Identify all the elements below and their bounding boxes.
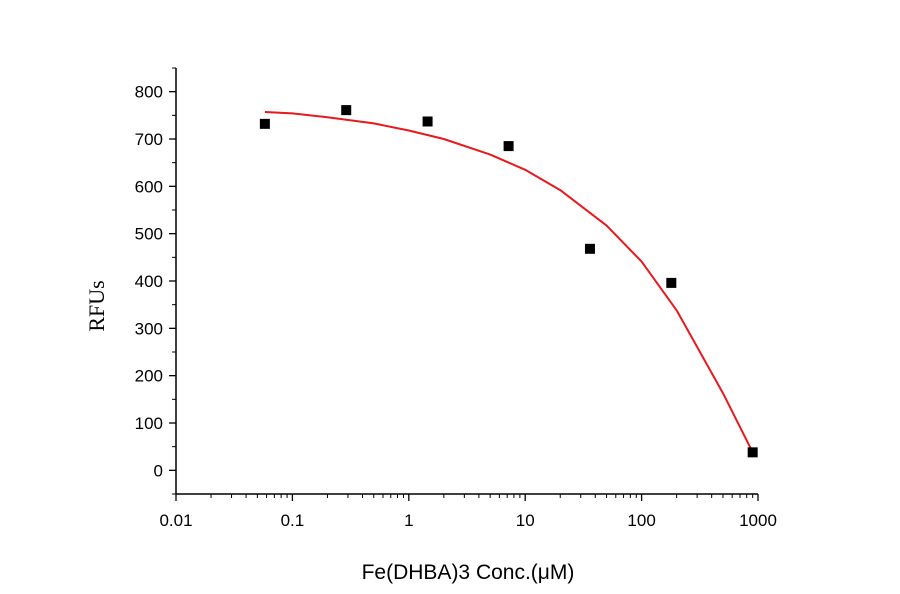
x-axis-label: Fe(DHBA)3 Conc.(μM) [362, 561, 575, 584]
data-point [503, 141, 514, 152]
y-tick-label: 800 [135, 83, 163, 102]
data-point [259, 118, 270, 129]
x-tick-label: 1000 [739, 511, 777, 530]
ticks: 0 100 200 300 400 500 600 700 800 0.01 0.1 1 10 100 10… [135, 67, 777, 530]
data-point [584, 243, 595, 254]
x-tick-label: 0.01 [159, 511, 192, 530]
x-tick-label: 0.1 [281, 511, 305, 530]
y-tick-label: 0 [154, 461, 163, 480]
x-tick-label: 100 [627, 511, 655, 530]
data-point [341, 105, 352, 116]
y-tick-label: 600 [135, 177, 163, 196]
data-point [422, 116, 433, 127]
fit-curve [264, 111, 754, 453]
y-tick-label: 700 [135, 130, 163, 149]
x-tick-label: 1 [404, 511, 413, 530]
data-points [259, 105, 758, 458]
fit-curve-group [264, 111, 754, 453]
y-tick-label: 400 [135, 272, 163, 291]
x-tick-label: 10 [516, 511, 535, 530]
data-point [747, 447, 758, 458]
data-point [666, 277, 677, 288]
y-tick-label: 500 [135, 225, 163, 244]
y-tick-label: 100 [135, 414, 163, 433]
y-tick-label: 300 [135, 319, 163, 338]
y-tick-label: 200 [135, 367, 163, 386]
y-axis-label: RFUs [84, 280, 109, 331]
